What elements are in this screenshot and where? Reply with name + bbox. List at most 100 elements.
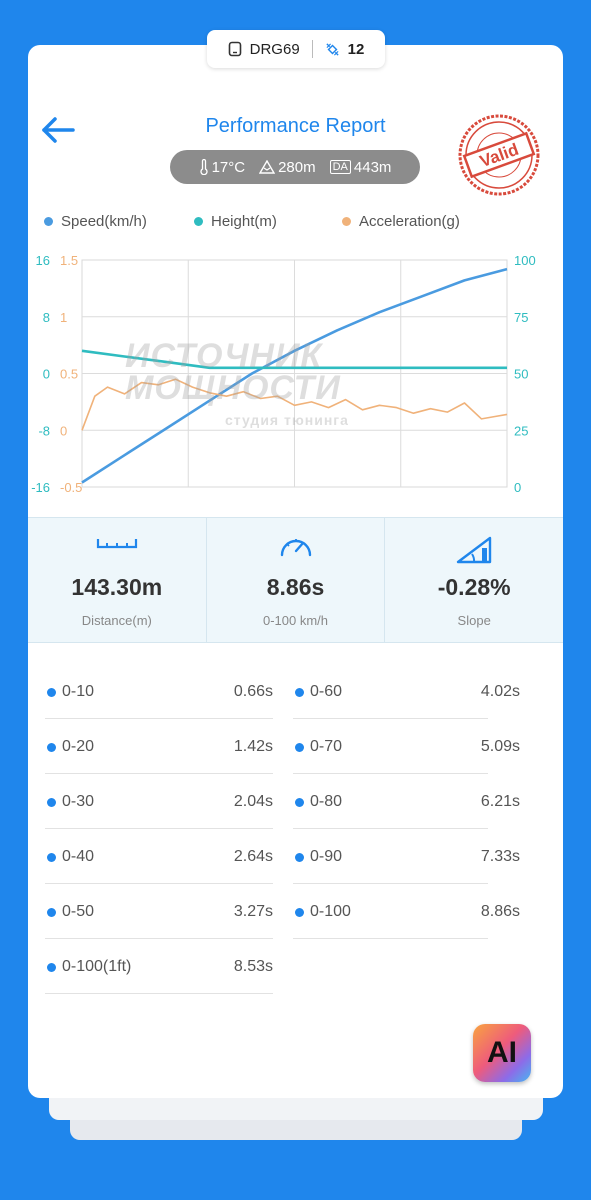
density-altitude-item: DA 443m: [329, 158, 392, 176]
performance-chart: 16 8 0 -8 -16 1.5 1 0.5 0 -0.5 100 75 50 25 0: [31, 253, 536, 495]
legend-speed: Speed(km/h): [44, 213, 194, 230]
distance-value: 143.30m: [71, 574, 163, 600]
altitude-item: 280m: [259, 159, 316, 176]
bullet-dot: [47, 688, 56, 697]
left2-axis-tick: 1.5: [60, 253, 78, 268]
split-value: 8.86s: [480, 903, 520, 920]
split-value: 8.53s: [233, 958, 273, 975]
split-label: 0-70: [310, 738, 343, 755]
stat-distance: 143.30m Distance(m): [28, 518, 207, 642]
split-label: 0-80: [310, 793, 343, 810]
altitude-value: 280m: [278, 158, 316, 176]
split-value: 0.66s: [233, 683, 273, 700]
temperature-value: 17°C: [211, 158, 246, 176]
valid-stamp: Valid: [458, 114, 540, 196]
watermark-line1: ИСТОЧНИК: [125, 337, 323, 375]
split-label: 0-100: [310, 903, 351, 920]
bullet-dot: [47, 743, 56, 752]
conditions-pill: 17°C 280m DA 443m: [170, 150, 420, 184]
split-value: 4.02s: [480, 683, 520, 700]
split-row: 0-70 5.09s: [293, 727, 520, 774]
split-value: 2.04s: [233, 793, 273, 810]
bullet-dot: [295, 853, 304, 862]
left-axis-tick: 0: [43, 367, 50, 382]
split-row: 0-20 1.42s: [45, 727, 273, 774]
mountain-icon: [259, 160, 276, 174]
zero-to-hundred-value: 8.86s: [266, 574, 325, 600]
watermark: ИСТОЧНИК МОЩНОСТИ студия тюнинга: [125, 337, 349, 436]
split-value: 5.09s: [480, 738, 520, 755]
split-row: 0-30 2.04s: [45, 782, 273, 829]
thermometer-icon: [199, 159, 208, 175]
left-axis-tick: 16: [36, 253, 50, 268]
da-label: DA: [329, 160, 351, 174]
stats-panel: 143.30m Distance(m) 8.86s 0-100 km/h -0.…: [28, 517, 563, 643]
split-row: 0-100(1ft) 8.53s: [45, 947, 273, 994]
legend-acceleration-label: Acceleration(g): [359, 213, 460, 230]
split-row: 0-60 4.02s: [293, 672, 520, 719]
bullet-dot: [47, 908, 56, 917]
left2-axis-tick: 0.5: [60, 367, 78, 382]
bullet-dot: [295, 798, 304, 807]
zero-to-hundred-label: 0-100 km/h: [262, 613, 329, 628]
ruler-icon: [96, 539, 137, 549]
right-axis-tick: 50: [514, 367, 528, 382]
satellite-count: 12: [347, 40, 365, 58]
split-value: 7.33s: [480, 848, 520, 865]
split-row: 0-80 6.21s: [293, 782, 520, 829]
right-axis-tick: 0: [514, 480, 521, 495]
split-label: 0-90: [310, 848, 343, 865]
legend-height-label: Height(m): [211, 213, 277, 230]
bullet-dot: [47, 798, 56, 807]
left2-axis-tick: 1: [60, 310, 67, 325]
left-axis-tick: 8: [43, 310, 50, 325]
split-label: 0-40: [62, 848, 95, 865]
left2-axis-tick: 0: [60, 423, 67, 438]
speedometer-icon: [280, 539, 311, 557]
split-label: 0-100(1ft): [62, 958, 132, 975]
density-altitude-value: 443m: [353, 158, 392, 176]
split-label: 0-20: [62, 738, 95, 755]
legend-dot: [342, 217, 351, 226]
chart-legend: Speed(km/h) Height(m) Acceleration(g): [44, 213, 514, 230]
split-row: 0-10 0.66s: [45, 672, 273, 719]
ai-button[interactable]: AI: [473, 1024, 531, 1082]
slope-label: Slope: [457, 613, 491, 628]
split-label: 0-60: [310, 683, 343, 700]
legend-dot: [44, 217, 53, 226]
split-value: 2.64s: [233, 848, 273, 865]
left2-axis-tick: -0.5: [60, 480, 82, 495]
slope-icon: [456, 536, 492, 564]
device-badge[interactable]: DRG69 12: [207, 30, 385, 68]
split-row: 0-100 8.86s: [293, 892, 520, 939]
back-arrow-icon[interactable]: [40, 112, 76, 148]
series-line-speed: [81, 267, 508, 484]
satellite-icon: [326, 42, 339, 56]
split-value: 6.21s: [480, 793, 520, 810]
distance-label: Distance(m): [81, 613, 152, 628]
legend-height: Height(m): [194, 213, 342, 230]
right-axis-tick: 100: [514, 253, 536, 268]
split-value: 1.42s: [233, 738, 273, 755]
split-label: 0-50: [62, 903, 95, 920]
watermark-line2: МОЩНОСТИ: [125, 369, 341, 407]
bullet-dot: [295, 743, 304, 752]
split-label: 0-10: [62, 683, 95, 700]
right-axis-tick: 25: [514, 423, 528, 438]
bullet-dot: [295, 908, 304, 917]
device-name: DRG69: [249, 40, 300, 58]
split-value: 3.27s: [233, 903, 273, 920]
split-label: 0-30: [62, 793, 95, 810]
ai-icon: AI: [487, 1036, 517, 1069]
split-row: 0-40 2.64s: [45, 837, 273, 884]
left-axis-tick: -16: [31, 480, 50, 495]
legend-acceleration: Acceleration(g): [342, 213, 460, 230]
divider: [311, 40, 313, 58]
left-axis-tick: -8: [38, 423, 50, 438]
stat-slope: -0.28% Slope: [385, 518, 563, 642]
series-line-acceleration: [81, 378, 508, 431]
bullet-dot: [47, 963, 56, 972]
right-axis-tick: 75: [514, 310, 528, 325]
legend-speed-label: Speed(km/h): [61, 213, 147, 230]
temperature-item: 17°C: [199, 158, 246, 176]
